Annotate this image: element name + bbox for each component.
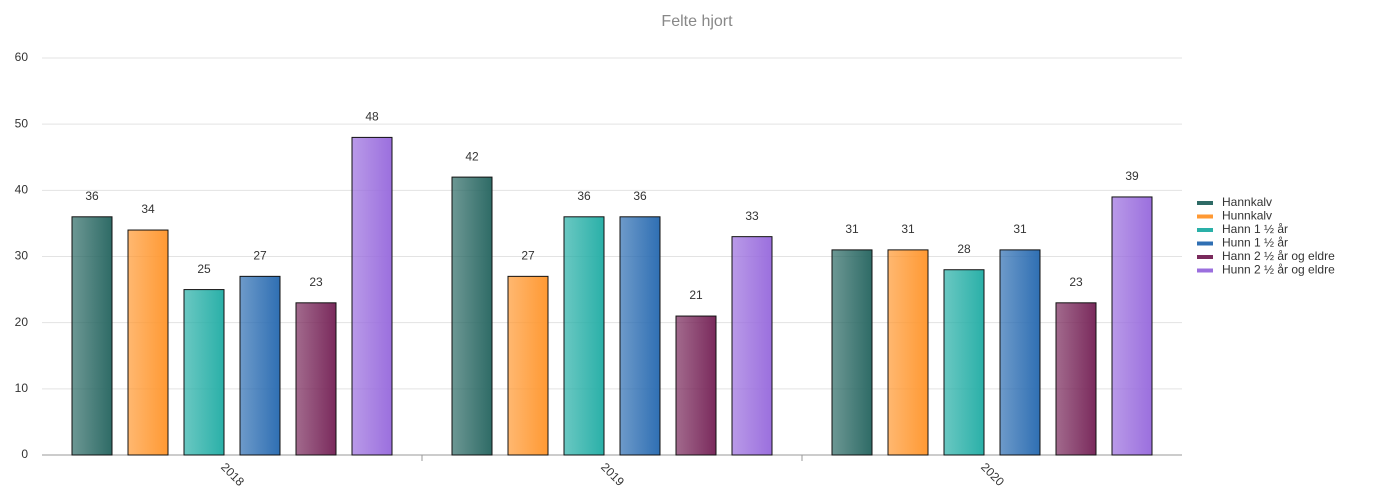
data-label: 28 bbox=[957, 242, 971, 256]
x-tick-label: 2019 bbox=[598, 460, 627, 489]
bar bbox=[1111, 196, 1153, 456]
legend-swatch bbox=[1197, 268, 1213, 273]
data-label: 31 bbox=[901, 222, 915, 236]
bar bbox=[619, 216, 661, 456]
data-label: 33 bbox=[745, 209, 759, 223]
bar bbox=[239, 275, 281, 456]
legend-label: Hannkalv bbox=[1222, 195, 1272, 209]
data-label: 36 bbox=[577, 189, 591, 203]
bar bbox=[295, 302, 337, 456]
chart-title: Felte hjort bbox=[661, 13, 733, 30]
data-label: 48 bbox=[365, 110, 379, 124]
legend-swatch bbox=[1197, 228, 1213, 232]
legend-swatch bbox=[1197, 214, 1213, 219]
bar bbox=[351, 136, 393, 456]
bar bbox=[731, 236, 773, 456]
data-label: 39 bbox=[1125, 169, 1139, 183]
y-tick-label: 30 bbox=[15, 249, 29, 263]
data-label: 36 bbox=[633, 189, 647, 203]
legend-swatch bbox=[1197, 255, 1213, 259]
x-tick-label: 2020 bbox=[978, 460, 1007, 489]
data-label: 31 bbox=[1013, 222, 1027, 236]
data-label: 36 bbox=[85, 189, 99, 203]
bar bbox=[563, 216, 605, 456]
data-label: 25 bbox=[197, 262, 211, 276]
legend-label: Hunn 2 ½ år og eldre bbox=[1222, 263, 1335, 277]
y-tick-label: 60 bbox=[15, 50, 29, 64]
bar bbox=[127, 229, 169, 456]
data-label: 23 bbox=[1069, 275, 1083, 289]
data-label: 23 bbox=[309, 275, 323, 289]
data-label: 31 bbox=[845, 222, 859, 236]
y-tick-label: 50 bbox=[15, 116, 29, 130]
legend-swatch bbox=[1197, 201, 1213, 205]
x-tick-label: 2018 bbox=[218, 460, 247, 489]
bar bbox=[999, 249, 1041, 456]
legend-label: Hann 2 ½ år og eldre bbox=[1222, 249, 1335, 263]
bar bbox=[1055, 302, 1097, 456]
y-tick-label: 40 bbox=[15, 183, 29, 197]
data-label: 34 bbox=[141, 202, 155, 216]
legend-label: Hann 1 ½ år bbox=[1222, 222, 1288, 236]
bar bbox=[71, 216, 113, 456]
bar bbox=[183, 289, 225, 456]
data-label: 42 bbox=[465, 149, 479, 163]
data-label: 21 bbox=[689, 288, 703, 302]
bar bbox=[943, 269, 985, 456]
y-tick-label: 10 bbox=[15, 381, 29, 395]
bar bbox=[451, 176, 493, 456]
legend-label: Hunnkalv bbox=[1222, 209, 1272, 223]
bar bbox=[831, 249, 873, 456]
y-tick-label: 0 bbox=[21, 447, 28, 461]
bar bbox=[507, 275, 549, 456]
legend-swatch bbox=[1197, 241, 1213, 246]
bar bbox=[675, 315, 717, 456]
data-label: 27 bbox=[521, 249, 535, 263]
data-label: 27 bbox=[253, 249, 267, 263]
y-tick-label: 20 bbox=[15, 315, 29, 329]
legend-label: Hunn 1 ½ år bbox=[1222, 236, 1288, 250]
bar bbox=[887, 249, 929, 456]
